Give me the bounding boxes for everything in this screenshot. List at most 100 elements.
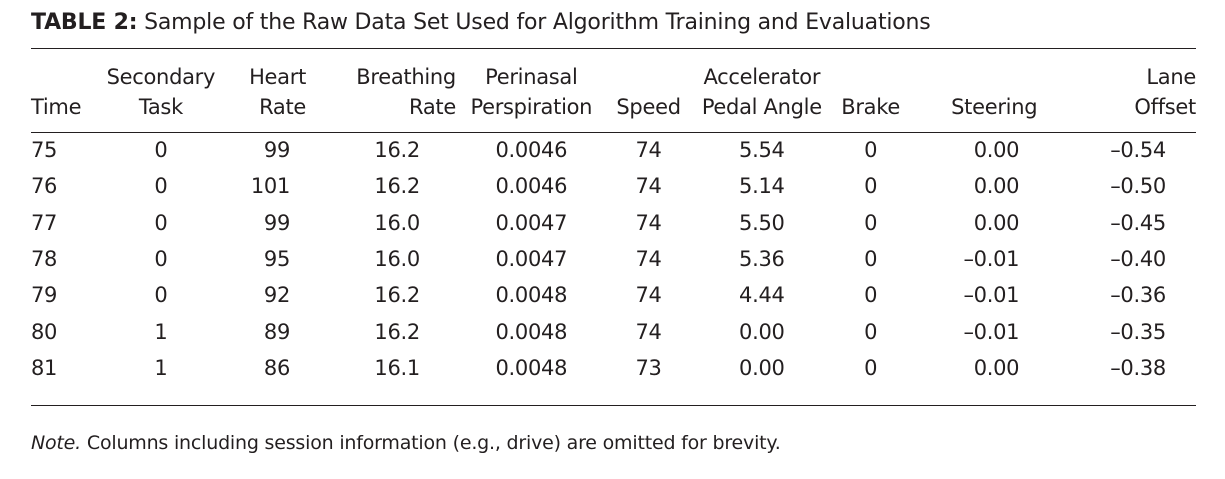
cell-breathing-rate: 16.2 [374,138,420,163]
cell-breathing-rate: 16.2 [374,283,420,308]
cell-brake: 0 [864,319,878,344]
cell-accelerator-pedal-angle: 5.54 [739,138,785,163]
cell-time: 77 [31,210,58,235]
cell-time: 78 [31,247,58,272]
cell-heart-rate: 99 [263,210,291,235]
cell-lane-offset: –0.54 [1110,138,1166,163]
cell-speed: 74 [635,247,662,272]
cell-perinasal-perspiration: 0.0048 [495,355,568,380]
table-row: 76 0 101 16.2 0.0046 74 5.14 0 0.00 –0.50 [31,168,1196,204]
cell-lane-offset: –0.50 [1110,174,1166,199]
cell-steering: –0.01 [963,319,1020,344]
cell-breathing-rate: 16.2 [374,174,420,199]
cell-secondary-task: 1 [154,355,168,380]
header-lane-offset: Lane Offset [1134,65,1196,119]
cell-steering: 0.00 [973,138,1020,163]
table-row: 78 0 95 16.0 0.0047 74 5.36 0 –0.01 –0.40 [31,241,1196,277]
cell-steering: –0.01 [963,283,1020,308]
cell-perinasal-perspiration: 0.0046 [495,138,568,163]
cell-lane-offset: –0.40 [1110,247,1166,272]
table-body: 75 0 99 16.2 0.0046 74 5.54 0 0.00 –0.54 76 0 101 16.… [31,122,1196,386]
cell-accelerator-pedal-angle: 4.44 [739,283,785,308]
cell-brake: 0 [864,210,878,235]
header-breathing-rate: Breathing Rate [356,65,456,119]
caption-label: TABLE 2: [31,10,138,35]
cell-brake: 0 [864,247,878,272]
cell-steering: –0.01 [963,247,1020,272]
cell-steering: 0.00 [973,210,1020,235]
cell-secondary-task: 0 [154,283,168,308]
header-heart-rate: Heart Rate [249,65,307,119]
spacer-row [31,122,1196,132]
note-text: Columns including session information (e… [86,432,781,454]
header-speed: Speed [616,95,681,119]
header-secondary-task: Secondary Task [106,65,216,119]
cell-lane-offset: –0.35 [1110,319,1166,344]
cell-speed: 74 [635,283,662,308]
table-row: 80 1 89 16.2 0.0048 74 0.00 0 –0.01 –0.35 [31,313,1196,349]
table-caption: TABLE 2: Sample of the Raw Data Set Used… [31,6,931,40]
cell-perinasal-perspiration: 0.0047 [495,210,568,235]
cell-accelerator-pedal-angle: 5.50 [739,210,785,235]
cell-brake: 0 [864,283,878,308]
header-accelerator-pedal-angle: Accelerator Pedal Angle [701,65,822,119]
header-time: Time [31,95,82,119]
cell-heart-rate: 86 [263,355,291,380]
cell-time: 79 [31,283,58,308]
cell-time: 80 [31,319,58,344]
cell-speed: 74 [635,138,662,163]
cell-perinasal-perspiration: 0.0048 [495,319,568,344]
caption-text: Sample of the Raw Data Set Used for Algo… [144,10,931,35]
cell-heart-rate: 95 [263,247,291,272]
cell-breathing-rate: 16.1 [374,355,420,380]
cell-heart-rate: 99 [263,138,291,163]
data-table: Time Secondary Task Heart Rate Breathing Ra… [31,60,1196,386]
cell-accelerator-pedal-angle: 5.14 [739,174,785,199]
cell-time: 75 [31,138,58,163]
cell-accelerator-pedal-angle: 0.00 [739,355,785,380]
cell-speed: 74 [635,210,662,235]
header-row: Time Secondary Task Heart Rate Breathing Ra… [31,60,1196,122]
cell-lane-offset: –0.45 [1110,210,1166,235]
cell-heart-rate: 101 [250,174,291,199]
cell-steering: 0.00 [973,355,1020,380]
cell-brake: 0 [864,355,878,380]
cell-speed: 74 [635,319,662,344]
cell-secondary-task: 1 [154,319,168,344]
cell-steering: 0.00 [973,174,1020,199]
cell-heart-rate: 92 [263,283,291,308]
header-rule [31,132,1196,133]
header-brake: Brake [841,95,900,119]
cell-speed: 74 [635,174,662,199]
cell-accelerator-pedal-angle: 5.36 [739,247,785,272]
cell-breathing-rate: 16.0 [374,210,420,235]
note-label: Note. [31,432,82,454]
table-row: 77 0 99 16.0 0.0047 74 5.50 0 0.00 –0.45 [31,205,1196,241]
cell-breathing-rate: 16.0 [374,247,420,272]
cell-secondary-task: 0 [154,247,168,272]
cell-speed: 73 [635,355,662,380]
header-steering: Steering [951,95,1038,119]
cell-time: 76 [31,174,58,199]
table-row: 81 1 86 16.1 0.0048 73 0.00 0 0.00 –0.38 [31,350,1196,386]
top-rule [31,48,1196,49]
cell-brake: 0 [864,138,878,163]
cell-heart-rate: 89 [263,319,291,344]
cell-breathing-rate: 16.2 [374,319,420,344]
cell-lane-offset: –0.38 [1110,355,1166,380]
cell-secondary-task: 0 [154,174,168,199]
cell-perinasal-perspiration: 0.0048 [495,283,568,308]
cell-perinasal-perspiration: 0.0047 [495,247,568,272]
table-row: 79 0 92 16.2 0.0048 74 4.44 0 –0.01 –0.36 [31,277,1196,313]
bottom-rule [31,405,1196,406]
cell-brake: 0 [864,174,878,199]
header-perinasal-perspiration: Perinasal Perspiration [470,65,593,119]
table-row: 75 0 99 16.2 0.0046 74 5.54 0 0.00 –0.54 [31,132,1196,168]
cell-perinasal-perspiration: 0.0046 [495,174,568,199]
cell-secondary-task: 0 [154,210,168,235]
table-note: Note. Columns including session informat… [31,428,781,458]
cell-accelerator-pedal-angle: 0.00 [739,319,785,344]
cell-secondary-task: 0 [154,138,168,163]
cell-lane-offset: –0.36 [1110,283,1166,308]
cell-time: 81 [31,355,58,380]
